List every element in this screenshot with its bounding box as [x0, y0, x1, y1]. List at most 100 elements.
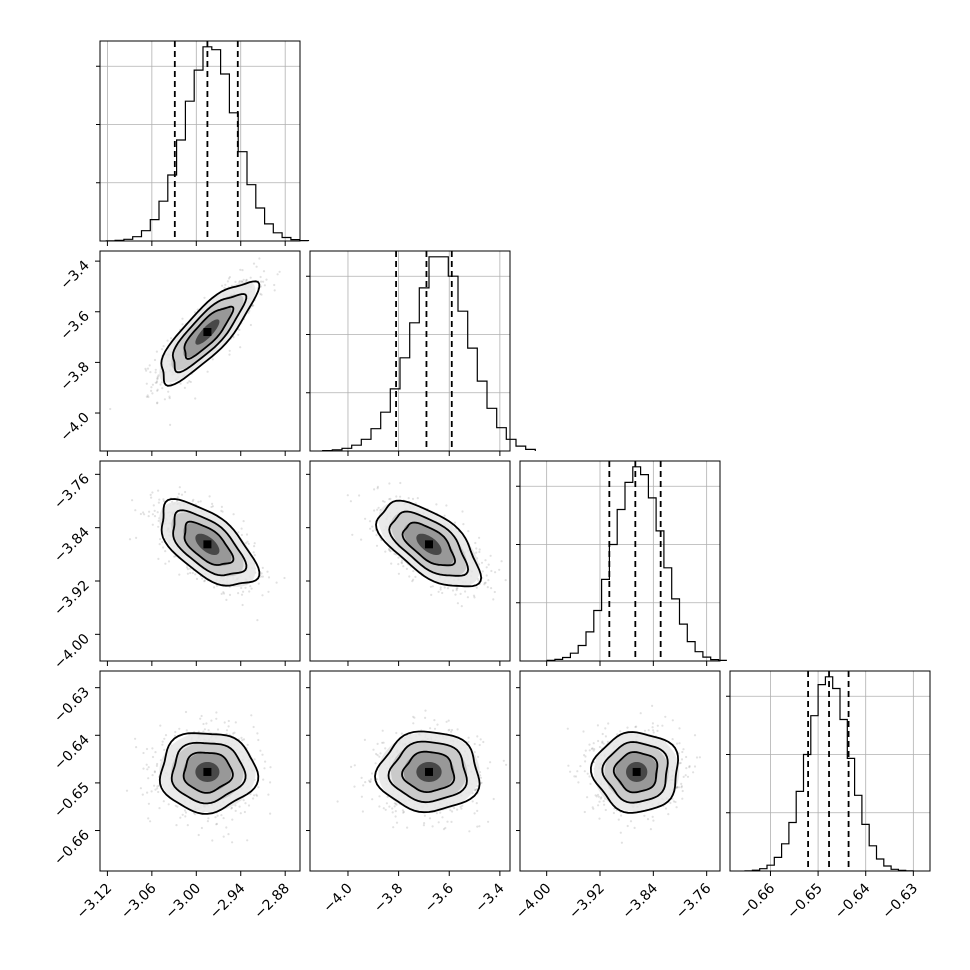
- scatter-panel-3-1: [306, 670, 511, 876]
- sample-point: [230, 807, 233, 810]
- sample-point: [256, 732, 259, 735]
- sample-point: [475, 788, 478, 791]
- sample-point: [166, 339, 169, 342]
- sample-point: [652, 731, 655, 734]
- sample-point: [153, 358, 157, 362]
- sample-point: [161, 540, 164, 544]
- sample-point: [412, 578, 415, 581]
- sample-point: [391, 811, 394, 814]
- sample-point: [620, 814, 623, 817]
- sample-point: [245, 533, 249, 536]
- sample-point: [397, 556, 400, 559]
- sample-point: [612, 811, 616, 815]
- sample-point: [179, 382, 182, 385]
- sample-point: [371, 529, 375, 533]
- sample-point: [443, 586, 446, 589]
- sample-point: [453, 521, 457, 524]
- sample-point: [467, 736, 470, 739]
- sample-point: [460, 605, 463, 608]
- sample-point: [484, 559, 487, 562]
- sample-point: [226, 280, 229, 283]
- sample-point: [156, 377, 159, 380]
- sample-point: [671, 719, 674, 722]
- sample-point: [211, 358, 214, 361]
- sample-point: [192, 498, 195, 501]
- sample-point: [151, 383, 154, 386]
- sample-point: [220, 505, 223, 508]
- sample-point: [455, 589, 458, 592]
- sample-point: [382, 807, 385, 810]
- ytick-label-2-0: −4.00: [51, 631, 93, 673]
- sample-point: [489, 761, 492, 764]
- sample-point: [239, 812, 242, 815]
- sample-point: [167, 390, 170, 393]
- hist-frame-0: [99, 40, 301, 242]
- sample-point: [189, 567, 192, 570]
- sample-point: [215, 717, 218, 720]
- sample-point: [424, 709, 427, 712]
- sample-point: [125, 789, 129, 792]
- sample-point: [157, 790, 160, 794]
- sample-point: [227, 725, 230, 728]
- contour-3: [160, 498, 261, 587]
- sample-point: [405, 567, 408, 571]
- sample-point: [364, 517, 367, 520]
- sample-point: [389, 550, 392, 553]
- sample-point: [259, 575, 262, 578]
- sample-point: [175, 824, 178, 827]
- sample-point: [211, 505, 214, 508]
- sample-point: [205, 722, 208, 725]
- sample-point: [358, 494, 361, 497]
- sample-point: [156, 787, 159, 790]
- sample-point: [146, 394, 149, 397]
- sample-point: [231, 818, 234, 821]
- sample-point: [473, 751, 476, 754]
- sample-point: [451, 589, 455, 592]
- sample-point: [475, 551, 478, 554]
- sample-point: [399, 481, 402, 485]
- sample-point: [384, 747, 387, 750]
- sample-point: [146, 791, 149, 794]
- sample-point: [153, 509, 156, 512]
- sample-point: [598, 817, 601, 820]
- sample-point: [242, 738, 246, 741]
- sample-point: [601, 740, 604, 743]
- sample-point: [378, 755, 381, 758]
- sample-point: [152, 504, 155, 507]
- sample-point: [241, 603, 244, 607]
- contour-1: [401, 521, 457, 567]
- sample-point: [360, 795, 363, 798]
- sample-point: [456, 808, 459, 811]
- sample-point: [237, 531, 240, 534]
- sample-point: [252, 262, 256, 265]
- contour-1: [183, 305, 235, 360]
- sample-point: [157, 557, 160, 561]
- sample-point: [257, 738, 260, 742]
- sample-point: [253, 758, 256, 761]
- sample-point: [188, 380, 191, 383]
- sample-point: [148, 510, 151, 513]
- sample-point: [682, 748, 685, 751]
- sample-point: [261, 575, 264, 578]
- sample-point: [500, 560, 503, 563]
- sample-point: [243, 810, 246, 814]
- sample-point: [388, 549, 391, 552]
- sample-point: [473, 789, 477, 792]
- contour-2: [171, 293, 248, 374]
- sample-point: [394, 802, 397, 805]
- sample-point: [142, 751, 145, 755]
- sample-point: [199, 500, 202, 503]
- sample-point: [170, 337, 173, 340]
- sample-point: [676, 786, 679, 789]
- sample-point: [150, 389, 153, 392]
- sample-point: [652, 729, 655, 732]
- density-peak: [203, 767, 212, 776]
- sample-point: [371, 525, 374, 528]
- sample-point: [449, 809, 452, 812]
- sample-point: [202, 722, 205, 726]
- sample-point: [406, 826, 409, 829]
- sample-point: [349, 500, 352, 503]
- sample-point: [381, 741, 384, 744]
- hist-panel-2: [516, 460, 727, 666]
- scatter-frame-2-0: [99, 460, 301, 662]
